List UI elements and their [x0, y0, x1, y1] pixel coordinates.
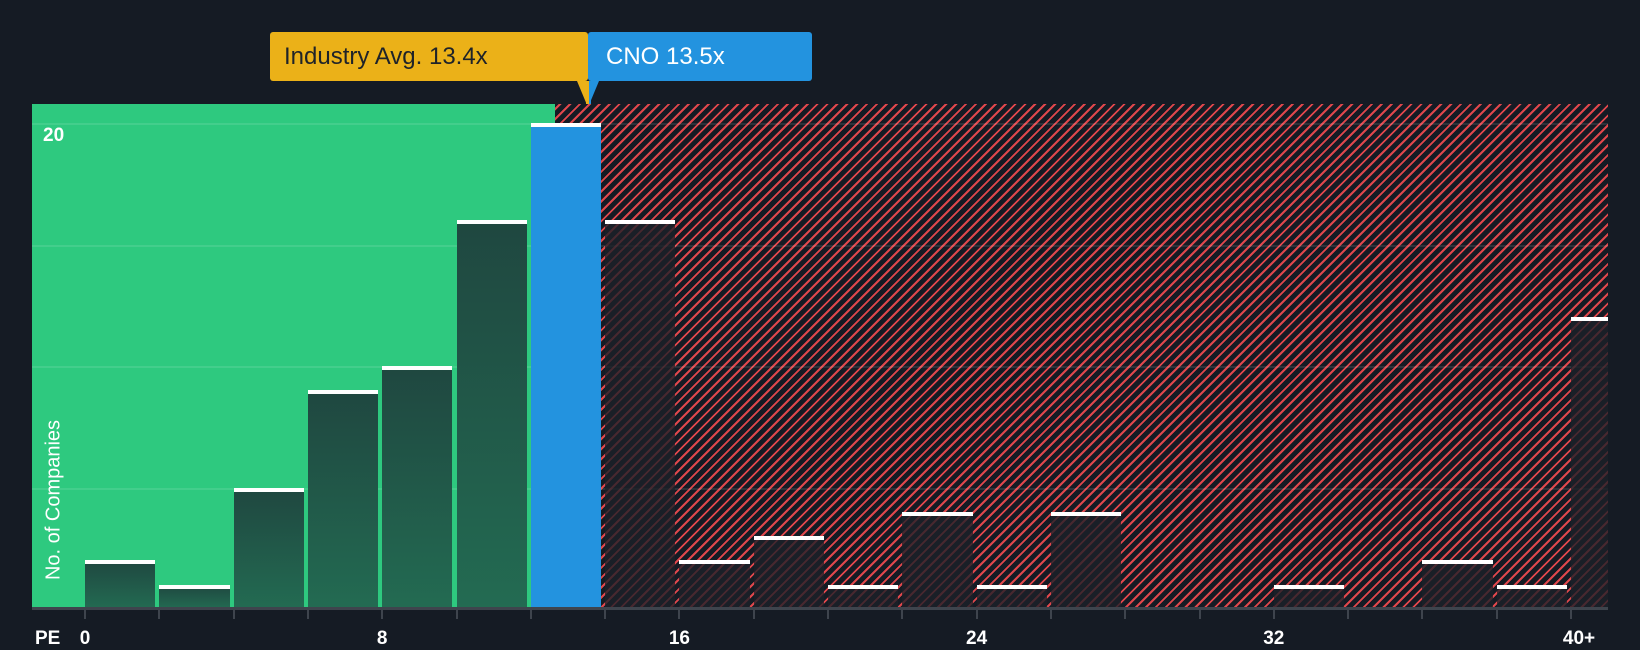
x-axis-tick [1198, 610, 1201, 619]
bar-top-cap [382, 366, 453, 370]
bar-top-cap [679, 560, 750, 565]
y-axis-label: No. of Companies [42, 419, 65, 581]
x-axis-tick [529, 610, 532, 619]
plot-area [32, 104, 1608, 609]
industry-average-pointer [577, 81, 587, 105]
histogram-bar [902, 511, 973, 609]
gridline-10 [32, 366, 1608, 368]
x-axis-tick [306, 610, 309, 619]
histogram-bar [605, 220, 676, 609]
x-axis-tick [381, 610, 384, 619]
bar-top-cap [828, 584, 899, 589]
bar-top-cap [902, 511, 973, 516]
x-axis-tick [901, 610, 904, 619]
company-bin-bar [530, 123, 602, 609]
bar-top-cap [1050, 511, 1122, 516]
bar-top-cap [605, 220, 676, 225]
bar-top-cap [530, 123, 602, 127]
industry-average-callout: Industry Avg. 13.4x [270, 32, 588, 81]
company-pe-callout: CNO 13.5x [588, 32, 812, 81]
x-axis-tick [678, 610, 681, 619]
gridline-15 [32, 244, 1608, 247]
company-pe-label: CNO 13.5x [606, 43, 725, 70]
histogram-bar [233, 487, 304, 609]
gridline-20 [32, 123, 1608, 125]
histogram-bar [753, 536, 824, 609]
bar-top-cap [1273, 584, 1345, 589]
x-axis-tick [827, 610, 829, 619]
x-axis-tick [1421, 610, 1424, 619]
bar-top-cap [1571, 317, 1608, 322]
x-axis-tick [158, 610, 161, 619]
x-axis-title: PE [35, 628, 61, 649]
x-axis-tick [752, 610, 755, 619]
x-axis-tick-label: 40+ [1562, 628, 1596, 649]
x-axis-line [32, 607, 1608, 610]
histogram-bar [85, 560, 156, 609]
histogram-bar [159, 584, 230, 609]
industry-average-label: Industry Avg. 13.4x [284, 43, 488, 70]
bar-top-cap [233, 487, 304, 492]
histogram-bar [1273, 584, 1345, 609]
histogram-bar [307, 390, 379, 609]
bar-top-cap [456, 220, 527, 225]
x-axis-tick [975, 610, 978, 619]
x-axis-tick [232, 610, 235, 619]
x-axis-tick-label: 32 [1263, 628, 1285, 649]
x-axis-tick-label: 0 [79, 628, 91, 649]
histogram-bar [1422, 560, 1493, 609]
x-axis-tick [1049, 610, 1052, 619]
y-axis-tick-20: 20 [43, 125, 65, 146]
bar-top-cap [1422, 560, 1493, 565]
x-axis-tick [1347, 610, 1350, 619]
bar-top-cap [159, 584, 230, 589]
histogram-bar [679, 560, 750, 609]
bar-top-cap [976, 584, 1047, 589]
x-axis-tick-label: 16 [668, 628, 690, 649]
x-axis-tick [1570, 610, 1572, 619]
histogram-bar [976, 584, 1047, 609]
bar-top-cap [1496, 584, 1567, 589]
x-axis-tick [1495, 610, 1498, 619]
bar-top-cap [753, 536, 824, 541]
x-axis-tick [1272, 610, 1275, 619]
bar-top-cap [307, 390, 379, 395]
industry-average-marker-line [586, 81, 589, 121]
histogram-bar [456, 220, 527, 609]
company-pe-marker-line [589, 81, 591, 121]
histogram-bar [1050, 511, 1122, 609]
histogram-bar [1496, 584, 1567, 609]
company-pe-pointer [589, 81, 599, 105]
x-axis-tick [84, 610, 86, 619]
histogram-bar [1571, 317, 1608, 609]
x-axis-tick-label: 24 [966, 628, 988, 649]
histogram-bar [828, 584, 899, 609]
x-axis-tick [604, 610, 607, 619]
x-axis-tick [1124, 610, 1127, 619]
histogram-bar [382, 366, 453, 609]
gridline-5 [32, 487, 1608, 490]
bar-top-cap [85, 560, 156, 565]
x-axis-tick [455, 610, 458, 619]
x-axis-tick-label: 8 [376, 628, 388, 649]
